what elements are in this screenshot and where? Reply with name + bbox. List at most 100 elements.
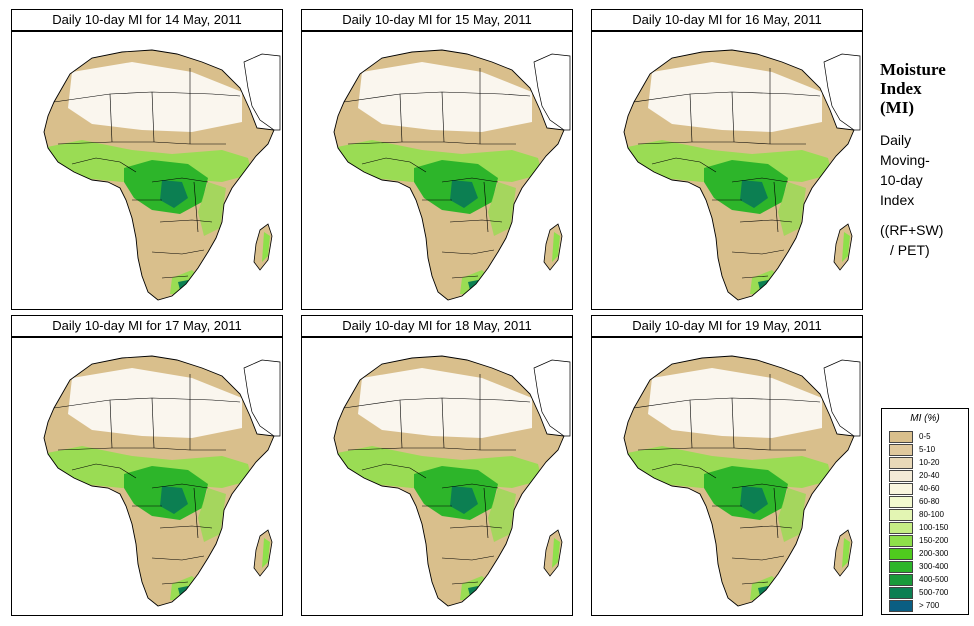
legend-label: 10-20 [919,458,940,467]
map-panel-6: Daily 10-day MI for 19 May, 2011 [591,315,863,616]
legend-swatch [889,574,913,586]
country-border [193,181,199,233]
country-border [109,399,113,449]
country-border [71,463,137,479]
legend-label: 500-700 [919,588,949,597]
panel-title: Daily 10-day MI for 15 May, 2011 [301,9,573,31]
panel-title: Daily 10-day MI for 19 May, 2011 [591,315,863,337]
congo-very-wet [160,486,188,514]
country-border [361,157,427,173]
formula-line: ((RF+SW) [880,222,944,238]
sahara-desert [358,368,532,438]
africa-map [301,31,573,310]
legend-swatch [889,470,913,482]
country-border [151,177,209,183]
legend-swatch [889,522,913,534]
east-africa-moist [198,488,226,542]
country-border [441,91,445,143]
panel-title: Daily 10-day MI for 14 May, 2011 [11,9,283,31]
desc-line: Index [880,192,915,208]
africa-map [591,337,863,616]
country-border [159,525,213,529]
title-line: (MI) [880,98,914,117]
sahel-moist-band [334,140,542,182]
country-border [449,219,503,223]
sahel-moist-band [44,140,252,182]
country-border [449,525,503,529]
panel-title: Daily 10-day MI for 16 May, 2011 [591,9,863,31]
country-border [731,177,789,183]
legend-label: 150-200 [919,536,949,545]
madagascar-east-moist [552,232,560,262]
desc-line: Daily [880,132,912,148]
country-border [151,555,205,561]
country-border [731,91,735,143]
legend-label: 80-100 [919,510,944,519]
country-border [193,487,199,539]
sahel-moist-band [624,140,832,182]
index-formula: ((RF+SW) / PET) [880,220,943,260]
legend-label: 400-500 [919,575,949,584]
country-border [451,581,479,585]
africa-map [591,31,863,310]
sahara-desert [648,368,822,438]
africa-coastline [43,355,275,607]
legend-label: 60-80 [919,497,940,506]
sahara-desert [648,62,822,132]
desc-line: 10-day [880,172,923,188]
country-border [161,581,189,585]
country-border [689,93,693,143]
country-border [161,275,189,279]
country-border [483,181,489,233]
country-border [347,447,516,451]
country-border [71,157,137,173]
country-border [361,463,427,479]
country-border [441,397,445,449]
country-border [741,581,769,585]
country-border [109,93,113,143]
legend-label: 5-10 [919,445,936,454]
legend-label: 0-5 [919,432,931,441]
country-border [57,447,226,451]
country-border [441,483,499,489]
map-panel-5: Daily 10-day MI for 18 May, 2011 [301,315,573,616]
africa-map [301,337,573,616]
country-border [441,177,499,183]
legend-label: 40-60 [919,484,940,493]
country-border [637,447,806,451]
formula-line: / PET) [890,242,930,258]
country-border [773,487,779,539]
country-border [151,249,205,255]
country-border [441,249,495,255]
country-border [451,275,479,279]
map-panel-3: Daily 10-day MI for 16 May, 2011 [591,9,863,310]
country-border [739,219,793,223]
east-africa-moist [778,182,806,236]
country-border [739,525,793,529]
legend-swatch [889,535,913,547]
congo-very-wet [740,486,768,514]
country-border [151,91,155,143]
legend-swatch [889,457,913,469]
madagascar-east-moist [842,538,850,568]
title-line: Moisture [880,60,946,79]
country-border [441,555,495,561]
legend-swatch [889,483,913,495]
country-border [151,483,209,489]
sahel-moist-band [44,446,252,488]
legend-swatch [889,431,913,443]
sahara-desert [68,62,242,132]
panel-title: Daily 10-day MI for 18 May, 2011 [301,315,573,337]
east-africa-moist [488,488,516,542]
country-border [731,555,785,561]
sahel-moist-band [624,446,832,488]
africa-coastline [333,49,565,301]
country-border [731,483,789,489]
country-border [159,219,213,223]
africa-coastline [623,49,855,301]
sahara-desert [68,368,242,438]
congo-very-wet [160,180,188,208]
congo-very-wet [450,180,478,208]
madagascar-east-moist [262,232,270,262]
sahara-desert [358,62,532,132]
